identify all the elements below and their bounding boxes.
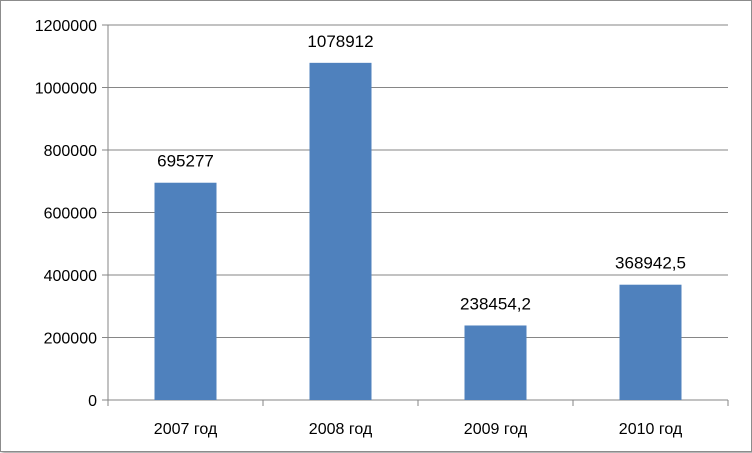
x-tick-label-2: 2009 год	[464, 421, 528, 438]
bar-2008-год	[309, 62, 372, 401]
x-tick-label-0: 2007 год	[154, 421, 218, 438]
bar-2009-год	[464, 325, 527, 400]
data-label-1: 1078912	[307, 32, 373, 51]
y-tick-label-0: 0	[88, 393, 97, 410]
y-tick-label-1: 200000	[44, 331, 97, 348]
y-tick-label-6: 1200000	[35, 18, 97, 35]
data-label-0: 695277	[157, 152, 214, 171]
bar-2007-год	[154, 182, 217, 400]
y-tick-label-3: 600000	[44, 206, 97, 223]
data-label-3: 368942,5	[615, 254, 686, 273]
data-label-2: 238454,2	[460, 294, 531, 313]
y-tick-label-5: 1000000	[35, 81, 97, 98]
bar-2010-год	[619, 284, 682, 400]
x-tick-label-1: 2008 год	[309, 421, 373, 438]
x-tick-label-3: 2010 год	[619, 421, 683, 438]
y-tick-label-4: 800000	[44, 143, 97, 160]
y-tick-label-2: 400000	[44, 268, 97, 285]
